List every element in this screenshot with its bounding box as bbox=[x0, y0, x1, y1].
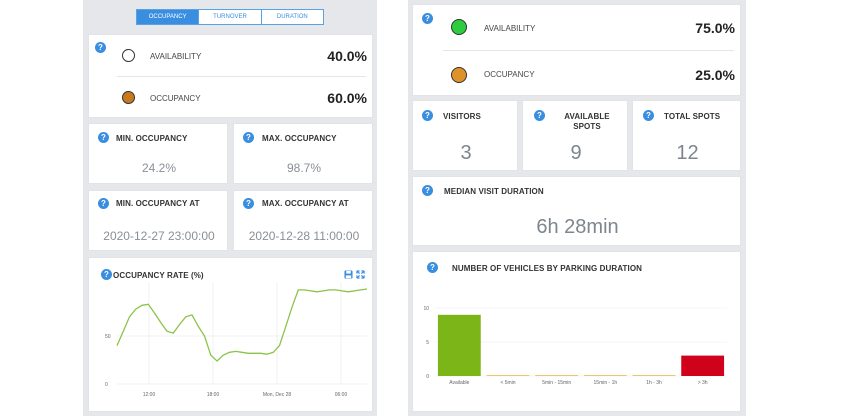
bar bbox=[681, 355, 725, 376]
occupancy-label: OCCUPANCY bbox=[150, 94, 201, 103]
y-tick-label: 0 bbox=[105, 382, 108, 388]
divider bbox=[117, 76, 366, 77]
right-summary-card: ? AVAILABILITY 75.0% OCCUPANCY 25.0% bbox=[412, 4, 741, 96]
x-tick-label: 18:00 bbox=[207, 392, 220, 398]
help-icon[interactable]: ? bbox=[427, 262, 438, 273]
save-icon[interactable] bbox=[344, 270, 353, 279]
availability-dot bbox=[451, 19, 467, 35]
tab-duration[interactable]: DURATION bbox=[260, 10, 323, 24]
max-occupancy-label: MAX. OCCUPANCY bbox=[262, 134, 337, 143]
divider bbox=[443, 50, 734, 51]
occupancy-label: OCCUPANCY bbox=[484, 70, 535, 79]
max-occupancy-at-label: MAX. OCCUPANCY AT bbox=[262, 199, 349, 208]
y-tick-label: 50 bbox=[105, 334, 111, 340]
bar bbox=[632, 375, 676, 376]
median-visit-card: ? MEDIAN VISIT DURATION 6h 28min bbox=[412, 176, 741, 246]
median-visit-label: MEDIAN VISIT DURATION bbox=[444, 187, 544, 196]
available-spots-value: 9 bbox=[570, 142, 582, 164]
min-occupancy-at-card: ? MIN. OCCUPANCY AT 2020-12-27 23:00:00 bbox=[88, 190, 228, 251]
min-occupancy-label: MIN. OCCUPANCY bbox=[116, 134, 188, 143]
availability-value: 40.0% bbox=[327, 48, 367, 64]
help-icon[interactable]: ? bbox=[243, 198, 254, 209]
max-occupancy-at-card: ? MAX. OCCUPANCY AT 2020-12-28 11:00:00 bbox=[233, 190, 373, 251]
occupancy-dot bbox=[122, 91, 135, 104]
availability-label: AVAILABILITY bbox=[150, 52, 202, 61]
expand-icon[interactable] bbox=[356, 270, 365, 279]
help-icon[interactable]: ? bbox=[422, 185, 433, 196]
help-icon[interactable]: ? bbox=[643, 110, 654, 121]
bar bbox=[583, 375, 627, 376]
help-icon[interactable]: ? bbox=[534, 110, 545, 121]
help-icon[interactable]: ? bbox=[422, 13, 433, 24]
visitors-value: 3 bbox=[460, 142, 472, 164]
min-occupancy-card: ? MIN. OCCUPANCY 24.2% bbox=[88, 123, 228, 184]
y-tick-label: 5 bbox=[426, 340, 429, 346]
tab-occupancy[interactable]: OCCUPANCY bbox=[137, 10, 199, 24]
max-occupancy-value: 98.7% bbox=[286, 161, 322, 175]
help-icon[interactable]: ? bbox=[101, 269, 112, 280]
help-icon[interactable]: ? bbox=[422, 110, 433, 121]
median-visit-value: 6h 28min bbox=[536, 216, 619, 238]
help-icon[interactable]: ? bbox=[243, 132, 254, 143]
help-icon[interactable]: ? bbox=[98, 132, 109, 143]
occupancy-dot bbox=[451, 67, 467, 83]
x-tick-label: Mon, Dec 28 bbox=[263, 392, 292, 398]
occupancy-value: 25.0% bbox=[695, 67, 735, 83]
y-tick-label: 10 bbox=[423, 306, 429, 312]
y-tick-label: 0 bbox=[426, 374, 429, 380]
min-occupancy-at-value: 2020-12-27 23:00:00 bbox=[103, 229, 215, 243]
x-tick-label: < 5min bbox=[500, 380, 515, 386]
available-spots-label: AVAILABLE SPOTS bbox=[564, 112, 610, 131]
max-occupancy-at-value: 2020-12-28 11:00:00 bbox=[248, 229, 360, 243]
available-spots-card: ? AVAILABLE SPOTS 9 bbox=[522, 100, 628, 171]
occupancy-line bbox=[116, 288, 368, 362]
bar bbox=[437, 314, 481, 376]
bar bbox=[535, 375, 579, 376]
availability-value: 75.0% bbox=[695, 20, 735, 36]
left-summary-card: ? AVAILABILITY 40.0% OCCUPANCY 60.0% bbox=[88, 34, 373, 118]
min-occupancy-at-label: MIN. OCCUPANCY AT bbox=[116, 199, 200, 208]
max-occupancy-card: ? MAX. OCCUPANCY 98.7% bbox=[233, 123, 373, 184]
visitors-card: ? VISITORS 3 bbox=[412, 100, 518, 171]
availability-dot bbox=[122, 49, 135, 62]
bar bbox=[486, 375, 530, 376]
occupancy-rate-title: OCCUPANCY RATE (%) bbox=[113, 271, 204, 280]
x-tick-label: Available bbox=[449, 380, 469, 386]
x-tick-label: 12:00 bbox=[143, 392, 156, 398]
min-occupancy-value: 24.2% bbox=[141, 161, 177, 175]
visitors-label: VISITORS bbox=[443, 112, 481, 121]
parking-duration-bar-chart: 0 5 10 Available < 5min 5min - 15min 15min - 1… bbox=[423, 306, 727, 386]
x-tick-label: 5min - 15min bbox=[542, 380, 571, 386]
help-icon[interactable]: ? bbox=[98, 198, 109, 209]
metric-tabs: OCCUPANCY TURNOVER DURATION bbox=[136, 9, 324, 25]
occupancy-value: 60.0% bbox=[327, 90, 367, 106]
availability-label: AVAILABILITY bbox=[484, 24, 536, 33]
help-icon[interactable]: ? bbox=[95, 42, 106, 53]
occupancy-rate-card: ? OCCUPANCY RATE (%) 0 50 12:00 18:00 Mon, D… bbox=[88, 257, 373, 412]
parking-duration-card: ? NUMBER OF VEHICLES BY PARKING DURATION… bbox=[412, 251, 741, 412]
total-spots-label: TOTAL SPOTS bbox=[664, 112, 721, 121]
total-spots-value: 12 bbox=[676, 142, 699, 164]
x-tick-label: 15min - 1h bbox=[594, 380, 618, 386]
x-tick-label: > 3h bbox=[698, 380, 708, 386]
x-tick-label: 06:00 bbox=[335, 392, 348, 398]
total-spots-card: ? TOTAL SPOTS 12 bbox=[632, 100, 741, 171]
tab-turnover[interactable]: TURNOVER bbox=[198, 10, 261, 24]
parking-duration-title: NUMBER OF VEHICLES BY PARKING DURATION bbox=[452, 264, 643, 273]
x-tick-label: 1h - 3h bbox=[646, 380, 662, 386]
occupancy-line-chart: 0 50 12:00 18:00 Mon, Dec 28 06:00 bbox=[105, 282, 368, 398]
